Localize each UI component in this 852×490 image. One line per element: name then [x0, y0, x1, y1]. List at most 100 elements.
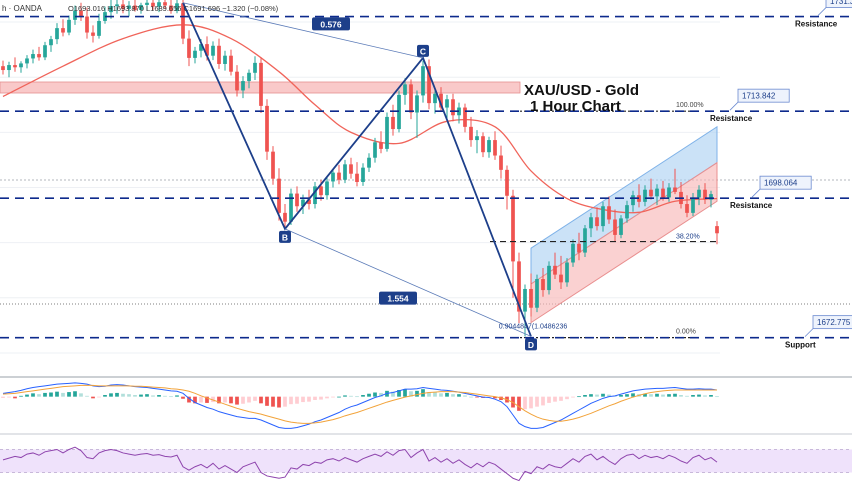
candle-body: [409, 84, 413, 113]
macd-histogram-bar: [433, 392, 437, 397]
candle-body: [145, 2, 149, 5]
macd-histogram-bar: [265, 396, 269, 406]
macd-histogram-bar: [535, 396, 539, 407]
macd-histogram-bar: [517, 396, 521, 411]
macd-histogram-bar: [37, 394, 41, 397]
ratio-label-bd-box: [379, 291, 417, 305]
macd-histogram-bar: [313, 396, 317, 400]
candle-body: [571, 243, 575, 263]
candle-body: [43, 45, 47, 58]
candle: [169, 0, 173, 14]
candle-body: [619, 218, 623, 235]
candle: [529, 273, 533, 317]
candle-body: [649, 189, 653, 197]
candle: [349, 157, 353, 179]
ratio-label-bd: 1.554: [379, 291, 417, 305]
candle-body: [667, 187, 671, 198]
macd-histogram-bar: [7, 396, 11, 398]
level-tag: 1731.J Resistance: [795, 0, 852, 29]
candle-body: [205, 44, 209, 56]
candle-body: [55, 28, 59, 40]
candle: [697, 185, 701, 206]
macd-histogram-bar: [121, 393, 125, 397]
candle: [559, 255, 563, 289]
candle-body: [121, 4, 125, 9]
level-tag-box: [825, 0, 852, 8]
candle-body: [367, 157, 371, 168]
macd-histogram-bar: [679, 395, 683, 397]
macd-histogram-bar: [271, 396, 275, 407]
macd-histogram-bar: [73, 391, 77, 397]
chart-title-line1: XAU/USD - Gold: [524, 82, 639, 99]
macd-histogram-bar: [247, 396, 251, 403]
macd-histogram-bar: [577, 396, 581, 398]
macd-histogram-bar: [145, 394, 149, 397]
level-tag-box: [812, 315, 852, 330]
candle: [571, 239, 575, 267]
level-note: Support: [785, 341, 816, 350]
candle-body: [655, 188, 659, 197]
ratio-label-xc-box: [312, 17, 350, 31]
macd-histogram-bar: [1, 396, 5, 398]
pattern-point-d: D: [525, 338, 537, 351]
candle: [37, 46, 41, 61]
macd-histogram-bar: [523, 396, 527, 410]
moving-average-line: [2, 24, 718, 214]
candle: [535, 274, 539, 313]
macd-histogram-bar: [415, 390, 419, 397]
macd-histogram-bar: [241, 396, 245, 404]
macd-histogram-bar: [475, 396, 479, 398]
candle-body: [61, 28, 65, 33]
candle: [433, 89, 437, 114]
macd-histogram-bar: [625, 394, 629, 397]
macd-histogram-bar: [115, 392, 119, 397]
candle-body: [97, 20, 101, 36]
candle-body: [547, 265, 551, 291]
candle: [481, 132, 485, 158]
macd-histogram-bar: [151, 395, 155, 397]
candle-body: [13, 65, 17, 68]
candle: [181, 0, 185, 45]
candle-body: [319, 186, 323, 196]
point-marker-box: [417, 44, 429, 57]
candle: [553, 252, 557, 280]
macd-histogram-bar: [607, 394, 611, 397]
candle-body: [517, 261, 521, 312]
candle: [475, 130, 479, 154]
candle-body: [595, 217, 599, 227]
level-tag-text: 1698.064: [764, 179, 798, 188]
candle: [343, 159, 347, 184]
candle-body: [673, 187, 677, 192]
macd-histogram-bar: [589, 394, 593, 397]
macd-histogram-bar: [259, 396, 263, 404]
ratio-line-bd: [284, 228, 532, 337]
candle-body: [211, 45, 215, 56]
grid-lines: [0, 21, 720, 354]
macd-histogram-bar: [673, 393, 677, 397]
fib-label: 0.00%: [676, 329, 696, 336]
candle: [163, 0, 167, 9]
macd-histogram-bar: [547, 396, 551, 403]
chart-title-line2: 1 Hour Chart: [530, 98, 621, 115]
candle: [43, 41, 47, 61]
macd-histogram-bar: [463, 395, 467, 397]
candle-body: [247, 72, 251, 82]
candle: [97, 13, 101, 39]
candle-body: [193, 50, 197, 58]
candle: [1, 60, 5, 75]
candle: [91, 25, 95, 43]
candle-body: [7, 65, 11, 71]
candle: [685, 195, 689, 218]
candle: [193, 46, 197, 64]
macd-histogram-bar: [595, 394, 599, 397]
fib-levels: 100.00% 38.20% 0.00%: [490, 102, 720, 339]
candle: [253, 56, 257, 80]
macd-histogram-bar: [199, 396, 203, 403]
candle: [601, 201, 605, 232]
macd-histogram-bar: [529, 396, 533, 409]
candle: [373, 137, 377, 163]
candle: [385, 112, 389, 152]
level-tag-leader: [751, 188, 761, 198]
candle-body: [529, 288, 533, 308]
candle-body: [259, 62, 263, 106]
